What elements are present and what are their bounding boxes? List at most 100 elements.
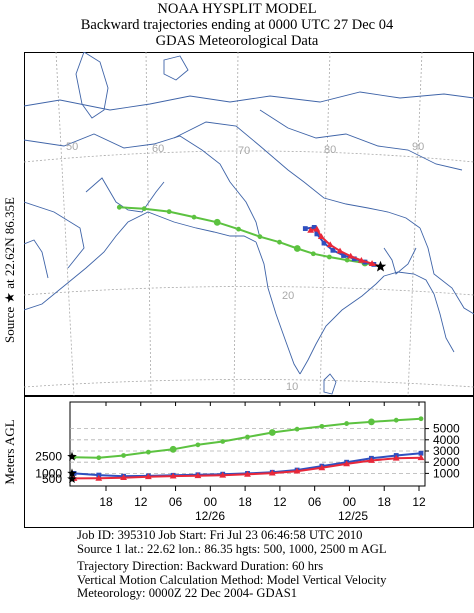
- time-label: 12: [412, 495, 426, 509]
- vertical-plot-frame: [69, 401, 426, 487]
- height-marker-500: [392, 454, 400, 461]
- lon-label-80: 80: [324, 144, 336, 156]
- title-line-1: NOAA HYSPLIT MODEL: [157, 1, 317, 17]
- height-marker-2500: [393, 417, 399, 423]
- iran-border: [24, 133, 231, 183]
- time-label: 18: [99, 495, 113, 509]
- vertical-axis-ticks: [105, 402, 420, 491]
- title-line-2: Backward trajectories ending at 0000 UTC…: [80, 17, 394, 33]
- trajectory-marker-500: [317, 233, 325, 239]
- time-label: 00: [204, 495, 218, 509]
- left-height-label: 1000: [35, 466, 62, 480]
- right-height-label: 1000: [433, 466, 460, 480]
- trajectory-marker-1000: [314, 231, 320, 237]
- height-marker-500: [318, 464, 326, 471]
- trajectory-marker-2500: [116, 204, 122, 210]
- trajectory-marker-1000: [321, 240, 327, 246]
- coastlines-and-borders: [24, 52, 474, 395]
- source-location-text: Source ★ at 22.62N 86.35E: [2, 197, 17, 343]
- height-marker-2500: [195, 442, 201, 448]
- date-label-12-25: 12/25: [338, 509, 368, 523]
- right-height-label: 2000: [433, 455, 460, 469]
- height-marker-500: [120, 474, 127, 481]
- source-coords-line: Source 1 lat.: 22.62 lon.: 86.35 hgts: 5…: [77, 541, 387, 556]
- height-marker-500: [219, 471, 227, 478]
- india-west-coast: [255, 241, 301, 375]
- trajectory-marker-2500: [344, 257, 350, 263]
- start-height-star: [67, 451, 77, 461]
- bangladesh-border: [383, 247, 417, 275]
- height-marker-500: [169, 472, 177, 479]
- time-label: 06: [169, 495, 183, 509]
- height-marker-2500: [145, 449, 151, 455]
- height-marker-500: [95, 474, 103, 481]
- height-marker-500: [194, 472, 202, 479]
- trajectory-marker-2500: [310, 251, 316, 257]
- start-height-star: [67, 468, 77, 478]
- vertical-series: [67, 416, 425, 483]
- time-label: 06: [308, 495, 322, 509]
- trajectory-marker-1000: [330, 247, 336, 253]
- trajectory-marker-2500: [166, 209, 172, 215]
- afghan-border: [173, 121, 275, 159]
- trajectory-marker-500: [357, 256, 365, 263]
- vertical-method-line: Vertical Motion Calculation Method: Mode…: [77, 572, 387, 587]
- persian-gulf-coast: [85, 177, 165, 213]
- himalaya-border: [273, 157, 421, 229]
- pakistan-border: [229, 181, 261, 239]
- trajectory-marker-1000: [341, 253, 346, 258]
- lat-label-10: 10: [286, 381, 298, 393]
- trajectory-marker-500: [326, 241, 334, 248]
- height-marker-2500: [344, 421, 350, 426]
- height-marker-2500: [418, 416, 424, 422]
- height-marker-2500: [96, 455, 102, 461]
- job-id-line: Job ID: 395310 Job Start: Fri Jul 23 06:…: [77, 528, 363, 542]
- arabia-interior: [24, 201, 85, 269]
- date-label-12-26: 12/26: [195, 509, 225, 523]
- time-label: 12: [134, 495, 148, 509]
- source-location-label: Source ★ at 22.62N 86.35E: [2, 197, 17, 343]
- trajectory-marker-2500: [277, 239, 282, 245]
- trajectory-marker-1000: [302, 226, 308, 231]
- time-label: 18: [238, 495, 252, 509]
- india-east-coast: [299, 275, 385, 375]
- time-axis-labels: 18 12 06 00 18 12 06 00 18 12: [99, 495, 426, 509]
- meters-agl-text: Meters AGL: [2, 419, 17, 484]
- lon-label-60: 60: [152, 143, 164, 155]
- tibet-border: [259, 109, 463, 171]
- lon-label-50: 50: [66, 141, 78, 153]
- height-marker-500: [343, 460, 351, 467]
- height-marker-2500: [294, 426, 300, 432]
- trajectory-direction-line: Trajectory Direction: Backward Duration:…: [77, 559, 324, 574]
- time-label: 00: [343, 495, 357, 509]
- trajectory-marker-500: [313, 225, 321, 232]
- job-info-block: Job ID: 395310 Job Start: Fri Jul 23 06:…: [77, 528, 387, 601]
- sri-lanka: [323, 373, 337, 395]
- height-marker-500: [144, 473, 152, 480]
- height-marker-2500: [268, 429, 276, 436]
- trajectory-marker-2500: [326, 254, 332, 260]
- height-marker-500: [417, 454, 425, 461]
- meteorology-line: Meteorology: 0000Z 22 Dec 2004- GDAS1: [77, 586, 298, 601]
- time-label: 12: [273, 495, 287, 509]
- right-height-label: 4000: [433, 433, 460, 447]
- lon-label-90: 90: [412, 141, 424, 153]
- caspian-sea: [75, 52, 109, 119]
- height-marker-2500: [368, 418, 375, 426]
- meters-agl-label: Meters AGL: [2, 419, 17, 484]
- trajectory-map: 50 60 70 80 90 20 10: [24, 52, 474, 396]
- trajectory-marker-500: [368, 260, 376, 266]
- burma-border: [419, 227, 474, 315]
- height-marker-2500: [245, 434, 250, 440]
- right-height-label: 3000: [433, 444, 460, 458]
- aral-sea: [163, 55, 189, 81]
- trajectory-line-2500: [119, 206, 381, 268]
- left-height-label: 2500: [35, 450, 62, 464]
- height-marker-2500: [319, 423, 325, 429]
- height-marker-1000: [418, 450, 424, 456]
- title-line-3: GDAS Meteorological Data: [155, 33, 319, 49]
- trajectory-marker-2500: [257, 234, 263, 240]
